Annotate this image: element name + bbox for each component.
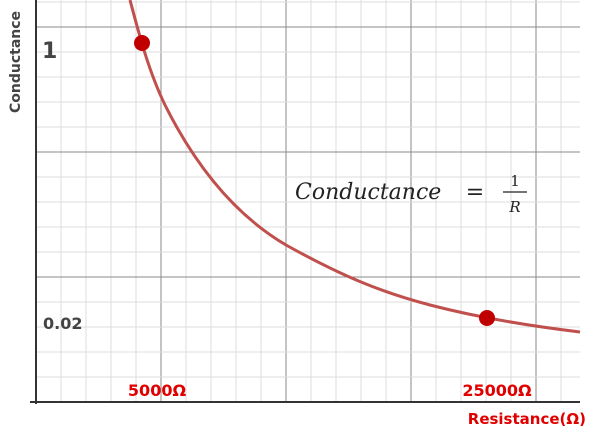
formula-numerator: 1 xyxy=(510,172,520,190)
formula-denominator: R xyxy=(508,198,520,216)
x-label: 25000Ω xyxy=(462,381,532,400)
point xyxy=(134,35,150,51)
x-axis-label: Resistance(Ω) xyxy=(468,410,586,428)
y-axis-label: Conductance xyxy=(8,11,24,113)
formula: Conductance = 1 R xyxy=(295,172,527,216)
curve xyxy=(128,0,581,334)
formula-lhs: Conductance xyxy=(295,180,441,205)
y-label: 0.02 xyxy=(43,314,82,333)
point xyxy=(479,310,495,326)
formula-equals: = xyxy=(466,180,484,205)
x-label: 5000Ω xyxy=(128,381,187,400)
y-label: 1 xyxy=(42,39,57,64)
